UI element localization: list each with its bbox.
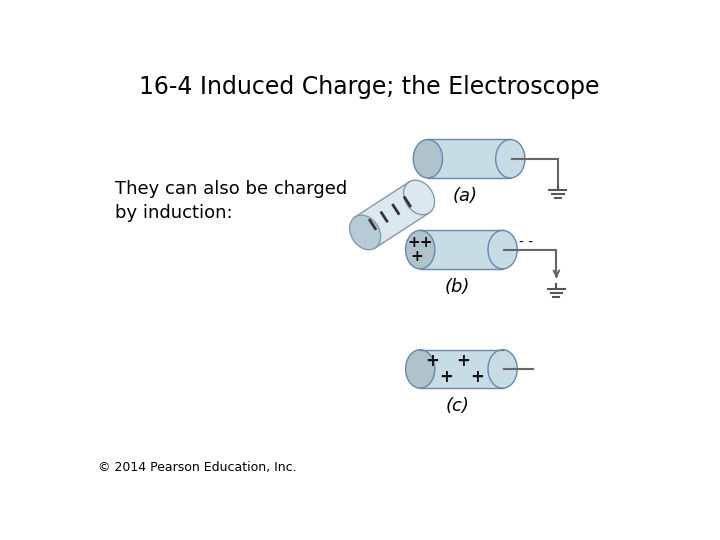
Text: +: + — [456, 352, 470, 370]
Ellipse shape — [405, 350, 435, 388]
Bar — [420, 231, 503, 269]
Ellipse shape — [404, 180, 435, 215]
Text: 16-4 Induced Charge; the Electroscope: 16-4 Induced Charge; the Electroscope — [139, 75, 599, 99]
Text: +: + — [426, 352, 439, 370]
Text: ++: ++ — [408, 235, 433, 250]
Ellipse shape — [488, 350, 517, 388]
Text: (a): (a) — [453, 187, 478, 205]
Bar — [428, 139, 510, 178]
Bar — [420, 350, 503, 388]
Text: They can also be charged
by induction:: They can also be charged by induction: — [115, 180, 347, 222]
Text: +: + — [439, 368, 453, 386]
Text: +: + — [470, 368, 484, 386]
Text: +: + — [410, 249, 423, 264]
Ellipse shape — [495, 139, 525, 178]
Text: - -: - - — [519, 235, 534, 249]
Ellipse shape — [405, 231, 435, 269]
Text: (b): (b) — [445, 278, 470, 296]
Polygon shape — [355, 182, 429, 248]
Ellipse shape — [488, 231, 517, 269]
Text: © 2014 Pearson Education, Inc.: © 2014 Pearson Education, Inc. — [98, 462, 297, 475]
Ellipse shape — [413, 139, 443, 178]
Text: (c): (c) — [446, 397, 469, 415]
Ellipse shape — [350, 215, 381, 249]
